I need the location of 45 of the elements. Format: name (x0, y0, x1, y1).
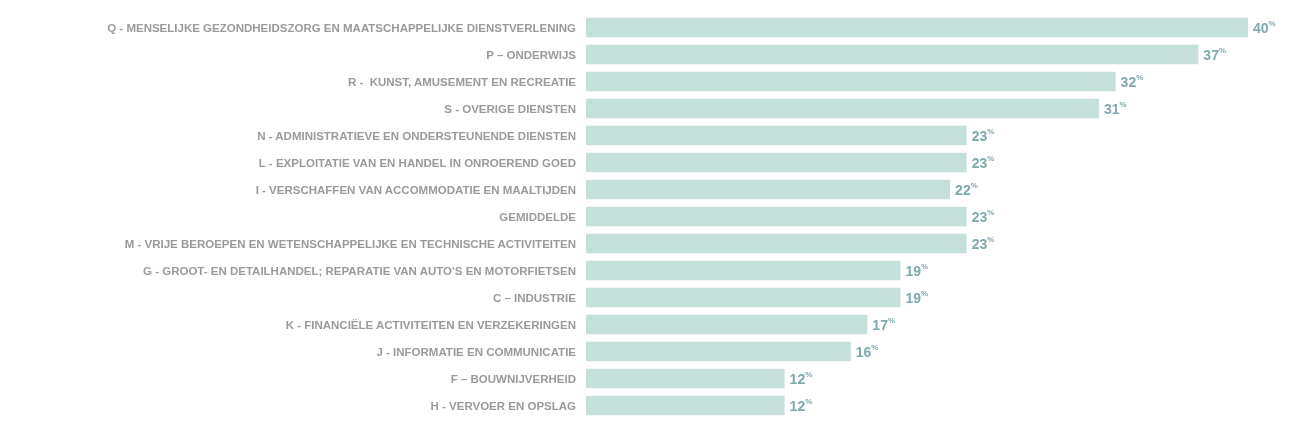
bar (586, 44, 1199, 65)
bar (586, 98, 1100, 119)
bar (586, 341, 851, 362)
y-tick-label: J - INFORMATIE EN COMMUNICATIE (376, 345, 577, 358)
y-tick-label: C – INDUSTRIE (492, 291, 577, 304)
bar (586, 368, 785, 389)
bar (586, 17, 1248, 38)
bar (586, 260, 901, 281)
data-label: 32% (1120, 73, 1144, 90)
y-tick-label: N - ADMINISTRATIEVE EN ONDERSTEUNENDE DIENSTEN (257, 129, 576, 142)
y-tick-label: F – BOUWNIJVERHEID (450, 372, 576, 385)
data-label: 16% (855, 343, 879, 360)
bar (586, 395, 785, 416)
y-tick-label: G - GROOT- EN DETAILHANDEL; REPARATIE VAN AUTO'S EN MOTORFIETSEN (143, 264, 576, 277)
data-label: 40% (1253, 19, 1276, 36)
data-label: 12% (789, 397, 813, 414)
y-tick-label: P – ONDERWIJS (486, 48, 577, 61)
y-tick-label: H - VERVOER EN OPSLAG (430, 399, 577, 412)
data-label: 31% (1104, 100, 1127, 117)
bar (586, 125, 967, 146)
data-label: 22% (955, 181, 978, 198)
bar (586, 233, 967, 254)
data-label: 23% (971, 208, 995, 225)
bar (586, 71, 1116, 92)
data-label: 19% (905, 262, 929, 279)
bar (586, 314, 868, 335)
data-label: 12% (789, 370, 813, 387)
data-label: 17% (872, 316, 896, 333)
data-label: 37% (1203, 46, 1227, 63)
y-tick-label: L - EXPLOITATIE VAN EN HANDEL IN ONROEREND GOED (258, 156, 576, 169)
data-label: 19% (905, 289, 929, 306)
bar (586, 179, 951, 200)
y-tick-label: K - FINANCIËLE ACTIVITEITEN EN VERZEKERINGEN (285, 318, 576, 331)
y-tick-label: Q - MENSELIJKE GEZONDHEIDSZORG EN MAATSCHAPPELIJKE DIENSTVERLENING (107, 21, 577, 34)
data-label: 23% (971, 235, 995, 252)
bar (586, 152, 967, 173)
y-tick-label: R - KUNST, AMUSEMENT EN RECREATIE (347, 75, 577, 88)
y-tick-label: S - OVERIGE DIENSTEN (444, 102, 576, 115)
data-label: 23% (971, 154, 995, 171)
y-tick-label: GEMIDDELDE (499, 210, 577, 223)
bar (586, 206, 967, 227)
bar (586, 287, 901, 308)
y-tick-label: M - VRIJE BEROEPEN EN WETENSCHAPPELIJKE EN TECHNISCHE ACTIVITEITEN (124, 237, 576, 250)
y-tick-label: I - VERSCHAFFEN VAN ACCOMMODATIE EN MAALTIJDEN (255, 183, 576, 196)
data-label: 23% (971, 127, 995, 144)
